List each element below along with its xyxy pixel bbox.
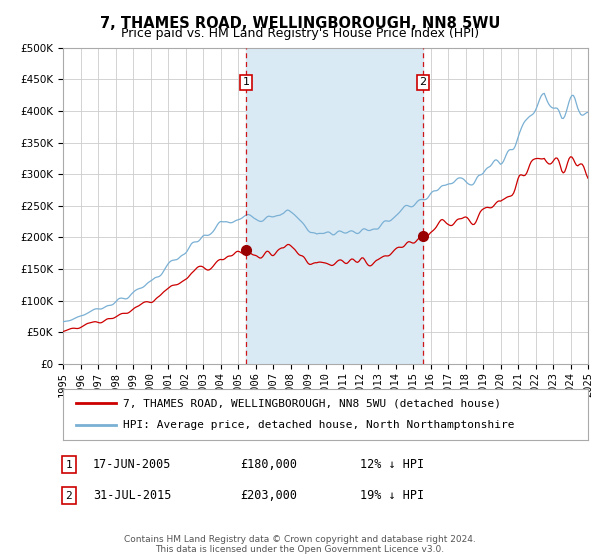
Text: 17-JUN-2005: 17-JUN-2005 xyxy=(93,458,172,472)
Text: 12% ↓ HPI: 12% ↓ HPI xyxy=(360,458,424,472)
Text: 2: 2 xyxy=(419,77,427,87)
Text: 1: 1 xyxy=(242,77,250,87)
Text: £203,000: £203,000 xyxy=(240,489,297,502)
Bar xyxy=(246,48,423,364)
Text: 31-JUL-2015: 31-JUL-2015 xyxy=(93,489,172,502)
Text: £180,000: £180,000 xyxy=(240,458,297,472)
Text: 19% ↓ HPI: 19% ↓ HPI xyxy=(360,489,424,502)
Text: 7, THAMES ROAD, WELLINGBOROUGH, NN8 5WU: 7, THAMES ROAD, WELLINGBOROUGH, NN8 5WU xyxy=(100,16,500,31)
Text: 7, THAMES ROAD, WELLINGBOROUGH, NN8 5WU (detached house): 7, THAMES ROAD, WELLINGBOROUGH, NN8 5WU … xyxy=(124,398,502,408)
Text: Price paid vs. HM Land Registry's House Price Index (HPI): Price paid vs. HM Land Registry's House … xyxy=(121,27,479,40)
Text: 2: 2 xyxy=(65,491,73,501)
Text: Contains HM Land Registry data © Crown copyright and database right 2024.
This d: Contains HM Land Registry data © Crown c… xyxy=(124,535,476,554)
Text: 1: 1 xyxy=(65,460,73,470)
Text: HPI: Average price, detached house, North Northamptonshire: HPI: Average price, detached house, Nort… xyxy=(124,421,515,431)
